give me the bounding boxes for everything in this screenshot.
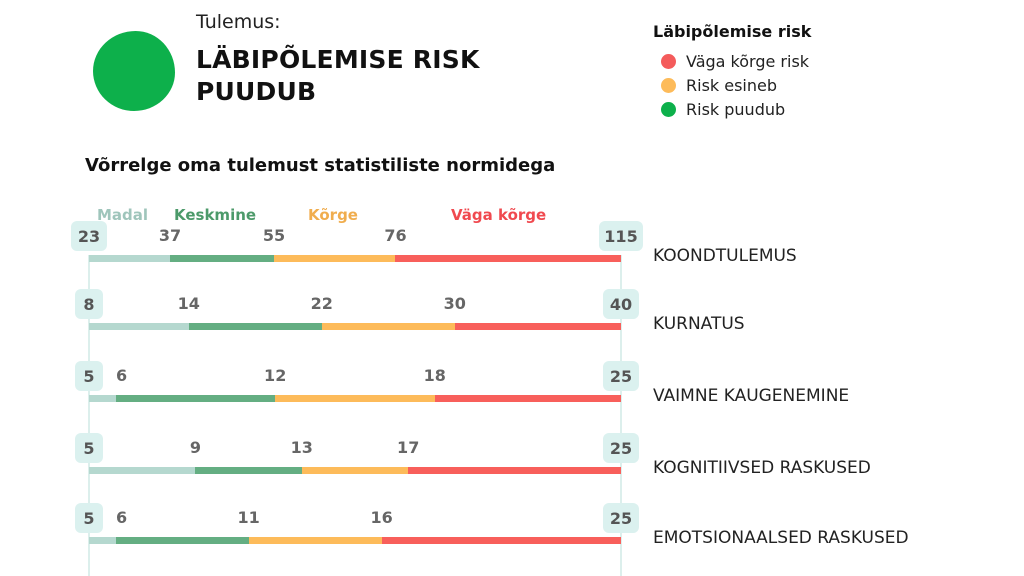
bar-segment-korge: [274, 255, 396, 262]
result-title: LÄBIPÕLEMISE RISK PUUDUB: [196, 44, 480, 108]
threshold-tick-label: 30: [443, 294, 466, 313]
category-label-madal: Madal: [97, 206, 149, 224]
range-min-box: 8: [75, 289, 103, 319]
threshold-tick-label: 16: [370, 508, 393, 527]
category-label-vaga-korge: Väga kõrge: [451, 206, 547, 224]
range-max-box: 40: [603, 289, 639, 319]
bar-segment-korge: [275, 395, 435, 402]
bar-segment-madal: [89, 255, 170, 262]
row-label: KOGNITIIVSED RASKUSED: [653, 458, 871, 478]
range-min-box: 5: [75, 433, 103, 463]
bar-segment-vaga-korge: [395, 255, 621, 262]
category-label-keskmine: Keskmine: [174, 206, 257, 224]
range-min-box: 5: [75, 503, 103, 533]
range-max-box: 25: [603, 433, 639, 463]
green-dot-icon: [661, 102, 676, 117]
bar-segment-madal: [89, 537, 116, 544]
right-guide-line: [620, 255, 622, 576]
result-label: Tulemus:: [196, 11, 281, 33]
range-min-box: 23: [71, 221, 107, 251]
threshold-tick-label: 13: [290, 438, 313, 457]
bar-segment-korge: [301, 467, 409, 474]
threshold-tick-label: 9: [189, 438, 201, 457]
bar-segment-vaga-korge: [454, 323, 621, 330]
legend-label: Väga kõrge risk: [686, 52, 810, 71]
row-label: KOONDTULEMUS: [653, 246, 797, 266]
legend-item-very-high: Väga kõrge risk: [661, 52, 809, 71]
bar-segment-keskmine: [188, 323, 322, 330]
threshold-tick-label: 12: [264, 366, 287, 385]
bar-segment-madal: [89, 395, 116, 402]
row-label: KURNATUS: [653, 314, 745, 334]
legend-label: Risk esineb: [686, 76, 778, 95]
threshold-tick-label: 6: [116, 366, 128, 385]
range-max-box: 25: [603, 503, 639, 533]
legend-item-present: Risk esineb: [661, 76, 777, 95]
result-title-line2: PUUDUB: [196, 77, 317, 106]
bar-segment-vaga-korge: [408, 467, 621, 474]
orange-dot-icon: [661, 78, 676, 93]
chart-title: Võrrelge oma tulemust statistiliste norm…: [85, 155, 556, 176]
threshold-tick-label: 17: [397, 438, 420, 457]
threshold-tick-label: 14: [177, 294, 200, 313]
red-dot-icon: [661, 54, 676, 69]
bar-segment-vaga-korge: [381, 537, 621, 544]
left-guide-line: [88, 255, 90, 576]
row-label: VAIMNE KAUGENEMINE: [653, 386, 850, 406]
bar-segment-keskmine: [169, 255, 275, 262]
bar-segment-korge: [321, 323, 455, 330]
legend-label: Risk puudub: [686, 100, 786, 119]
bar-segment-korge: [248, 537, 382, 544]
category-label-korge: Kõrge: [308, 206, 358, 224]
bar-segment-keskmine: [115, 395, 276, 402]
bar-segment-madal: [89, 323, 189, 330]
range-min-box: 5: [75, 361, 103, 391]
bar-segment-madal: [89, 467, 196, 474]
threshold-tick-label: 76: [384, 226, 407, 245]
legend-item-none: Risk puudub: [661, 100, 785, 119]
threshold-tick-label: 18: [423, 366, 446, 385]
row-label: EMOTSIONAALSED RASKUSED: [653, 528, 909, 548]
threshold-tick-label: 37: [158, 226, 182, 245]
result-title-line1: LÄBIPÕLEMISE RISK: [196, 45, 480, 74]
threshold-tick-label: 22: [310, 294, 333, 313]
threshold-tick-label: 11: [237, 508, 260, 527]
bar-segment-vaga-korge: [434, 395, 621, 402]
threshold-tick-label: 6: [116, 508, 128, 527]
bar-segment-keskmine: [115, 537, 249, 544]
threshold-tick-label: 55: [262, 226, 286, 245]
result-indicator-circle: [93, 31, 175, 111]
range-max-box: 25: [603, 361, 639, 391]
legend-title: Läbipõlemise risk: [653, 22, 812, 41]
range-max-box: 115: [599, 221, 643, 251]
bar-segment-keskmine: [195, 467, 302, 474]
